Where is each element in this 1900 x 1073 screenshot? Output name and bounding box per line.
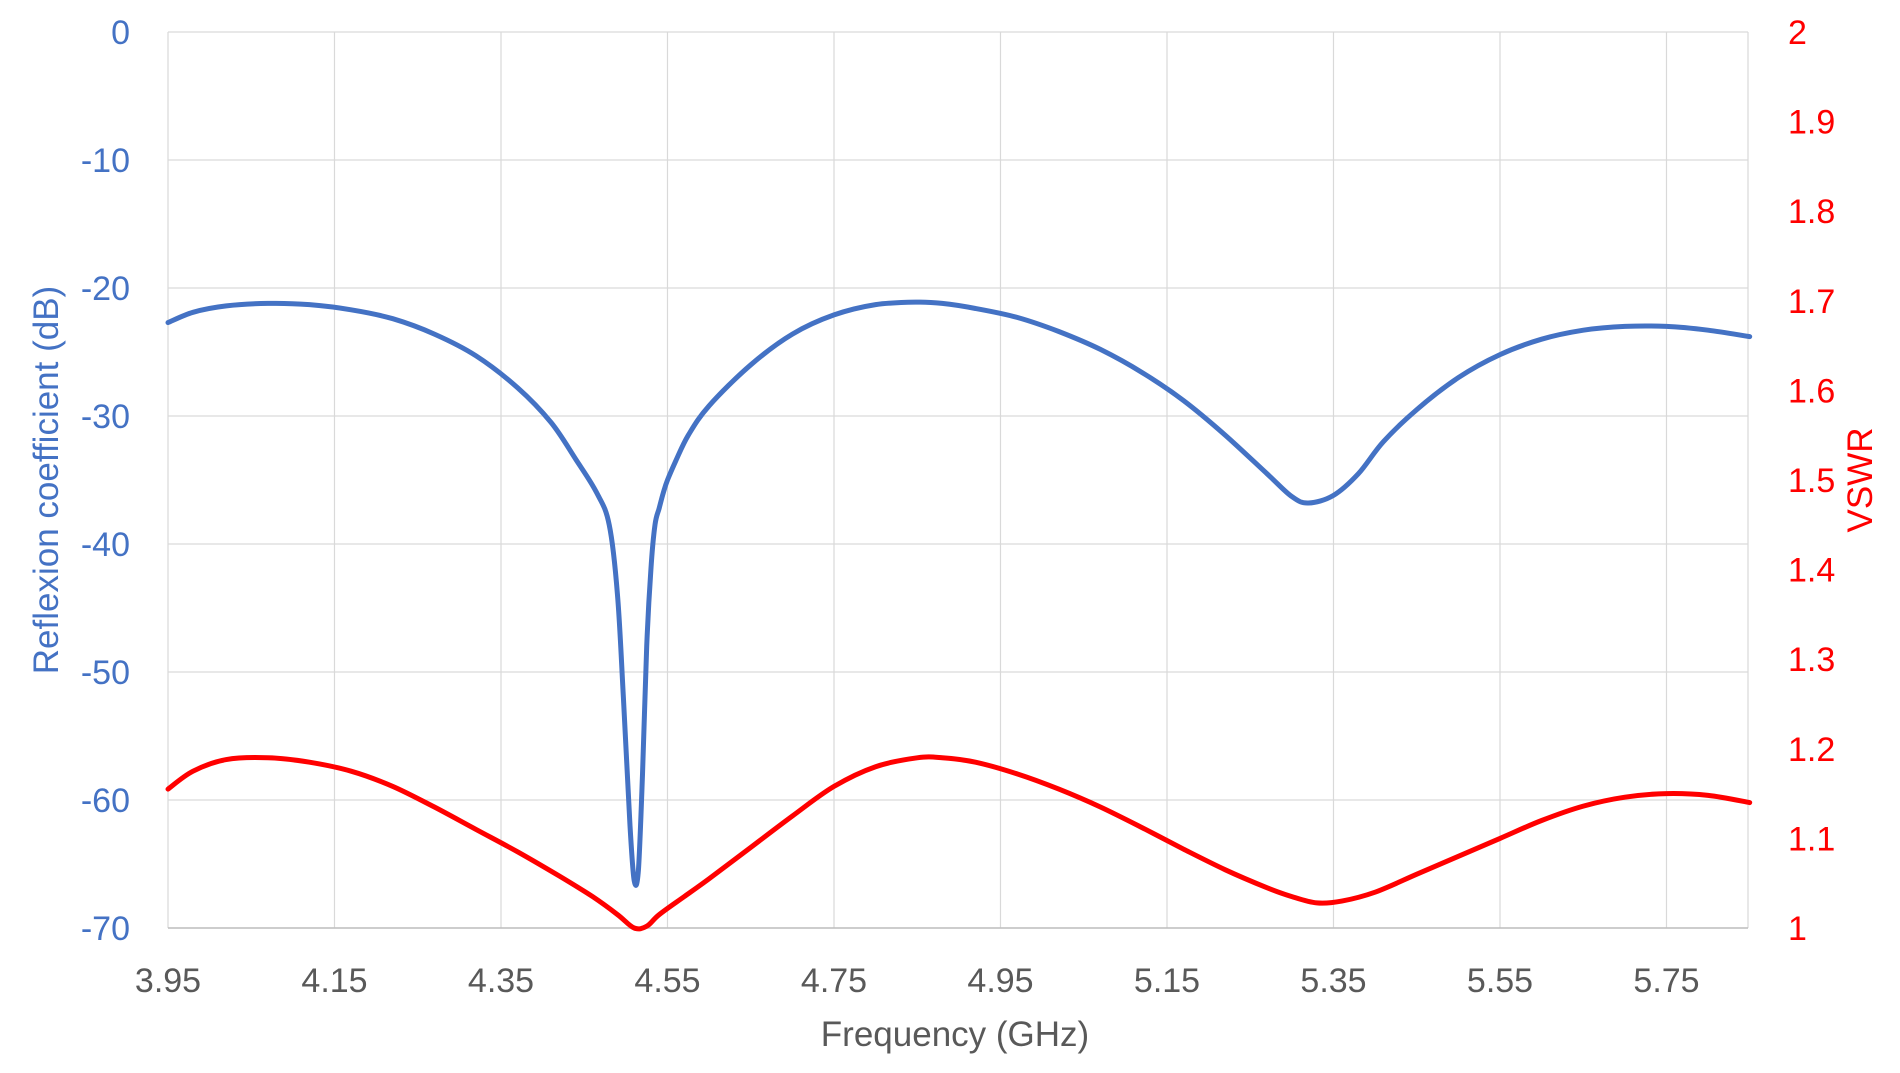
vswr-line <box>165 754 1753 932</box>
y-right-tick-label: 1.5 <box>1788 462 1835 500</box>
y-left-tick-label: -20 <box>81 270 130 308</box>
reflexion-coefficient-line <box>165 299 1753 888</box>
y-left-tick-label: -40 <box>81 526 130 564</box>
y-right-tick-label: 1.6 <box>1788 372 1835 410</box>
x-axis-title: Frequency (GHz) <box>821 1015 1089 1054</box>
x-tick-label: 5.35 <box>1300 962 1366 1000</box>
y-left-tick-label: -50 <box>81 654 130 692</box>
x-tick-label: 4.35 <box>468 962 534 1000</box>
y-right-tick-label: 1.2 <box>1788 731 1835 769</box>
x-tick-label: 4.95 <box>967 962 1033 1000</box>
y-right-tick-label: 1.3 <box>1788 641 1835 679</box>
y-left-tick-label: -70 <box>81 910 130 948</box>
x-tick-label: 5.15 <box>1134 962 1200 1000</box>
series-layer <box>165 299 1753 932</box>
y-right-tick-label: 1.1 <box>1788 820 1835 858</box>
y-right-tick-label: 1.7 <box>1788 283 1835 321</box>
y-left-tick-label: -30 <box>81 398 130 436</box>
y-left-axis-ticks: 0 -10 -20 -30 -40 -50 -60 -70 <box>81 14 130 948</box>
y-left-tick-label: 0 <box>111 14 130 52</box>
x-tick-label: 3.95 <box>135 962 201 1000</box>
y-right-tick-label: 1.8 <box>1788 193 1835 231</box>
x-tick-label: 5.55 <box>1467 962 1533 1000</box>
y-right-tick-label: 1 <box>1788 910 1807 948</box>
y-right-tick-label: 1.4 <box>1788 552 1835 590</box>
y-left-tick-label: -60 <box>81 782 130 820</box>
grid-lines <box>167 31 1749 929</box>
y-left-tick-label: -10 <box>81 142 130 180</box>
y-left-axis-title: Reflexion coefficient (dB) <box>27 286 66 674</box>
x-tick-label: 4.15 <box>301 962 367 1000</box>
y-right-axis-ticks: 2 1.9 1.8 1.7 1.6 1.5 1.4 1.3 1.2 1.1 1 <box>1788 14 1835 948</box>
y-right-tick-label: 2 <box>1788 14 1807 52</box>
y-right-axis-title: VSWR <box>1841 428 1880 533</box>
x-tick-label: 4.55 <box>634 962 700 1000</box>
y-right-tick-label: 1.9 <box>1788 104 1835 142</box>
x-axis-ticks: 3.95 4.15 4.35 4.55 4.75 4.95 5.15 5.35 5.55 5.75 <box>135 962 1700 1000</box>
x-tick-label: 4.75 <box>801 962 867 1000</box>
x-tick-label: 5.75 <box>1633 962 1699 1000</box>
